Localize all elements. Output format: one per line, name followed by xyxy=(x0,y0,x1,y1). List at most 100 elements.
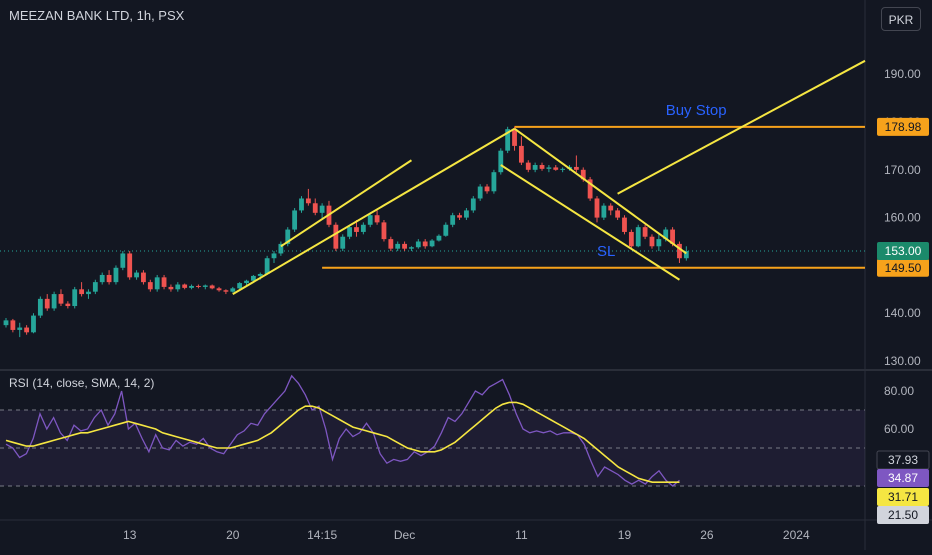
candle-body xyxy=(395,243,401,249)
candle-body xyxy=(656,239,662,247)
candle-body xyxy=(470,198,476,211)
current-price-tag-bg xyxy=(877,242,929,261)
chart-annotation-text: Buy Stop xyxy=(666,102,727,119)
candle-body xyxy=(79,289,84,295)
candle-body xyxy=(134,272,139,278)
candle-body xyxy=(436,235,442,241)
candle-body xyxy=(257,274,263,276)
time-tick-label: 26 xyxy=(700,528,714,542)
candle-body xyxy=(374,215,380,223)
candle-body xyxy=(127,253,133,278)
candle-body xyxy=(670,229,675,244)
candle-body xyxy=(271,253,277,259)
price-tick-label: 170.00 xyxy=(884,163,921,177)
candle-body xyxy=(237,283,243,289)
candle-body xyxy=(594,198,600,218)
trendline[interactable] xyxy=(617,59,866,195)
candle-body xyxy=(532,165,538,170)
candle-body xyxy=(147,282,153,290)
candle-body xyxy=(223,290,229,292)
candle-body xyxy=(642,227,648,237)
candle-body xyxy=(72,289,78,307)
candle-body xyxy=(677,243,682,259)
price-tick-label: 190.00 xyxy=(884,67,921,81)
candle-body xyxy=(409,247,414,249)
rsi-value-tag-text: 34.87 xyxy=(888,471,918,485)
candle-body xyxy=(141,272,146,283)
trendline[interactable] xyxy=(280,159,412,248)
candle-body xyxy=(299,198,304,211)
candle-body xyxy=(457,215,462,218)
candle-body xyxy=(319,205,325,213)
candle-body xyxy=(498,150,504,173)
trendline[interactable] xyxy=(513,127,687,255)
candle-body xyxy=(635,227,641,247)
rsi-title: RSI (14, close, SMA, 14, 2) xyxy=(9,376,155,390)
rsi-line xyxy=(5,374,680,487)
trendline[interactable] xyxy=(232,127,516,295)
candle-body xyxy=(37,298,43,316)
candle-body xyxy=(196,285,201,287)
rsi-value-tag-text: 37.93 xyxy=(888,453,918,467)
price-tick-label: 160.00 xyxy=(884,211,921,225)
axis-layer: 190.00180.00170.00160.00150.00140.00130.… xyxy=(123,67,930,542)
candle-body xyxy=(106,274,112,283)
trendlines-layer[interactable] xyxy=(232,59,866,295)
candle-body xyxy=(92,282,98,292)
candle-body xyxy=(244,280,249,284)
time-tick-label: 20 xyxy=(226,528,240,542)
candle-body xyxy=(429,240,435,247)
candle-body xyxy=(202,285,208,287)
candle-body xyxy=(683,251,689,259)
candle-body xyxy=(388,239,394,249)
level-price-tag: 178.98 xyxy=(877,117,929,136)
time-tick-label: 11 xyxy=(515,528,528,542)
candle-body xyxy=(58,294,64,304)
time-tick-label: Dec xyxy=(394,528,415,542)
current-price-tag: 153.00 xyxy=(877,242,929,261)
chart-annotation-text: SL xyxy=(597,243,615,260)
candle-body xyxy=(505,129,511,151)
candle-body xyxy=(161,277,167,287)
rsi-value-tag-bg xyxy=(877,506,929,524)
candle-body xyxy=(154,277,160,290)
candle-body xyxy=(354,227,359,232)
candle-body xyxy=(546,167,552,169)
candle-body xyxy=(450,215,456,225)
current-price-tag-text: 153.00 xyxy=(885,244,922,258)
candles-layer xyxy=(3,126,689,338)
rsi-value-tag-text: 31.71 xyxy=(888,490,918,504)
levels-layer xyxy=(0,125,865,269)
candle-body xyxy=(628,231,634,247)
candle-body xyxy=(601,205,607,218)
candle-body xyxy=(491,172,497,192)
candle-body xyxy=(3,320,9,326)
rsi-ma-line xyxy=(5,401,680,484)
candle-body xyxy=(340,236,346,249)
time-tick-label: 19 xyxy=(618,528,632,542)
candle-body xyxy=(65,303,71,307)
candle-body xyxy=(10,320,16,330)
trendline[interactable] xyxy=(500,164,680,281)
candle-body xyxy=(402,243,407,249)
candle-body xyxy=(580,169,586,180)
time-tick-label: 2024 xyxy=(783,528,810,542)
candle-body xyxy=(518,145,524,163)
candle-body xyxy=(587,179,593,199)
rsi-tick-label: 60.00 xyxy=(884,422,914,436)
candle-body xyxy=(649,236,655,247)
candle-body xyxy=(464,210,469,218)
currency-button[interactable]: PKR xyxy=(881,7,921,31)
candle-body xyxy=(347,227,353,237)
time-tick-label: 14:15 xyxy=(307,528,337,542)
candle-body xyxy=(120,253,126,268)
annotations-layer: Buy Stop SL xyxy=(597,102,727,260)
rsi-tick-label: 80.00 xyxy=(884,384,914,398)
candle-body xyxy=(367,215,373,225)
candle-body xyxy=(622,217,627,232)
rsi-layer xyxy=(0,374,865,487)
rsi-value-tag-bg xyxy=(877,488,929,506)
